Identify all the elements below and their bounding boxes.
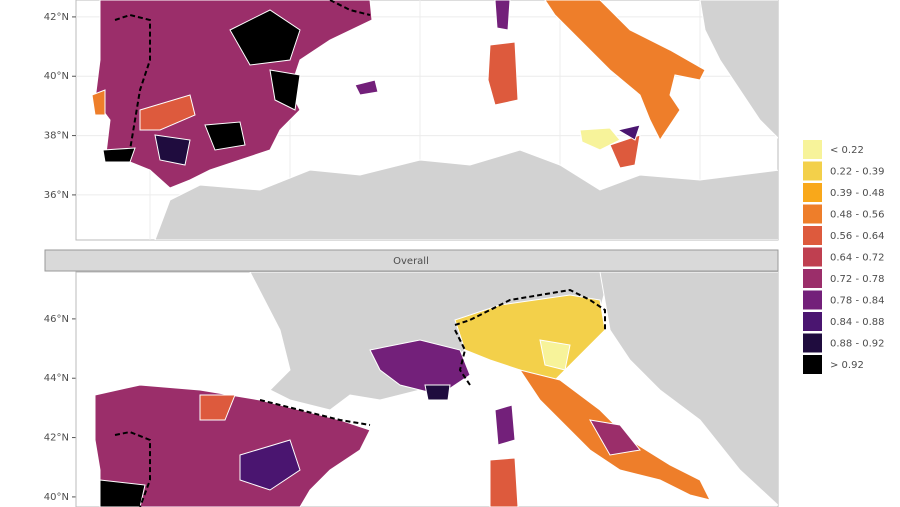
strip [44,249,779,272]
strip-label: Overall [393,256,429,267]
legend-label: > 0.92 [830,360,864,371]
legend-label: 0.84 - 0.88 [830,317,885,328]
legend-label: < 0.22 [830,145,864,156]
legend-label: 0.78 - 0.84 [830,296,885,307]
y-tick-label: 46°N [44,314,69,325]
legend-label: 0.72 - 0.78 [830,274,885,285]
legend-label: 0.39 - 0.48 [830,188,885,199]
map-bottom [94,272,778,507]
y-tick-label: 44°N [44,373,69,384]
legend-swatch [803,333,822,353]
y-tick-label: 40°N [44,71,69,82]
legend-swatch [803,161,822,181]
legend-label: 0.88 - 0.92 [830,339,885,350]
legend-swatch [803,204,822,224]
legend-swatch [803,355,822,374]
legend-label: 0.48 - 0.56 [830,210,885,221]
y-tick-label: 38°N [44,131,69,142]
y-tick-label: 40°N [44,492,69,503]
legend-swatch [803,290,822,310]
legend-swatch [803,312,822,331]
legend-label: 0.22 - 0.39 [830,167,885,178]
legend-label: 0.64 - 0.72 [830,253,885,264]
y-tick-label: 42°N [44,12,69,23]
legend-label: 0.56 - 0.64 [830,231,885,242]
map-top [91,0,778,240]
y-tick-label: 36°N [44,190,69,201]
legend-swatch [803,140,822,159]
legend-swatch [803,247,822,267]
legend-swatch [803,183,822,202]
legend-swatch [803,269,822,288]
legend-swatch [803,226,822,245]
y-tick-label: 42°N [44,433,69,444]
